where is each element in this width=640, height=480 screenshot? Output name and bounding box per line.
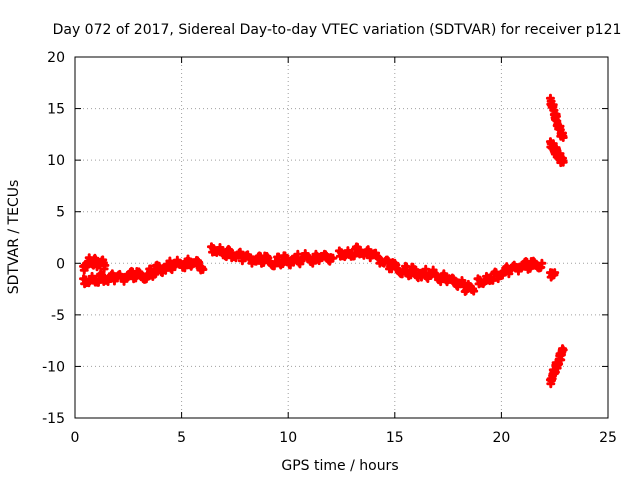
data-point [167, 265, 177, 275]
data-point [352, 242, 362, 252]
y-tick-label: 5 [56, 205, 65, 221]
chart-title: Day 072 of 2017, Sidereal Day-to-day VTE… [53, 22, 622, 38]
data-point [551, 111, 561, 121]
data-point [525, 263, 535, 273]
axis-ticks: 0 5 10 15 20 25 -15 -10 -5 0 5 10 15 20 [42, 50, 617, 446]
data-point [180, 263, 190, 273]
data-point [99, 264, 109, 274]
data-point [551, 144, 561, 154]
y-tick-label: -5 [51, 308, 65, 324]
data-point [549, 270, 559, 280]
x-tick-label: 15 [386, 430, 404, 446]
data-point [391, 260, 401, 270]
data-point [488, 275, 498, 285]
data-point [406, 270, 416, 280]
x-tick-label: 5 [177, 430, 186, 446]
x-tick-label: 25 [599, 430, 617, 446]
y-tick-label: 10 [47, 153, 65, 169]
data-point [448, 274, 458, 284]
data-point [410, 265, 420, 275]
data-point [141, 274, 151, 284]
data-point [91, 255, 101, 265]
data-point [278, 259, 288, 269]
data-point [225, 245, 235, 255]
data-point [558, 156, 568, 166]
y-tick-label: -15 [42, 411, 65, 427]
data-point [97, 270, 107, 280]
data-point [536, 262, 546, 272]
y-tick-label: -10 [42, 359, 65, 375]
data-point [197, 264, 207, 274]
data-points [79, 93, 568, 389]
data-point [165, 256, 175, 266]
x-tick-label: 20 [492, 430, 510, 446]
grid-lines [75, 57, 608, 418]
x-tick-label: 0 [71, 430, 80, 446]
x-tick-label: 10 [279, 430, 297, 446]
x-axis-label: GPS time / hours [281, 458, 398, 474]
data-point [423, 274, 433, 284]
data-point [387, 264, 397, 274]
data-point [150, 269, 160, 279]
data-point [468, 284, 478, 294]
y-tick-label: 0 [56, 256, 65, 272]
data-point [295, 259, 305, 269]
data-point [161, 265, 171, 275]
data-point [146, 264, 156, 274]
y-tick-label: 20 [47, 50, 65, 66]
data-point [308, 258, 318, 268]
data-point [193, 256, 203, 266]
y-tick-label: 15 [47, 102, 65, 118]
data-point [421, 264, 431, 274]
data-point [349, 251, 359, 261]
data-point [327, 253, 337, 263]
data-point [293, 249, 303, 259]
plot-frame [74, 56, 609, 419]
data-point [558, 345, 568, 355]
data-point [131, 273, 141, 283]
data-point [558, 131, 568, 141]
y-axis-label: SDTVAR / TECUs [6, 180, 22, 295]
